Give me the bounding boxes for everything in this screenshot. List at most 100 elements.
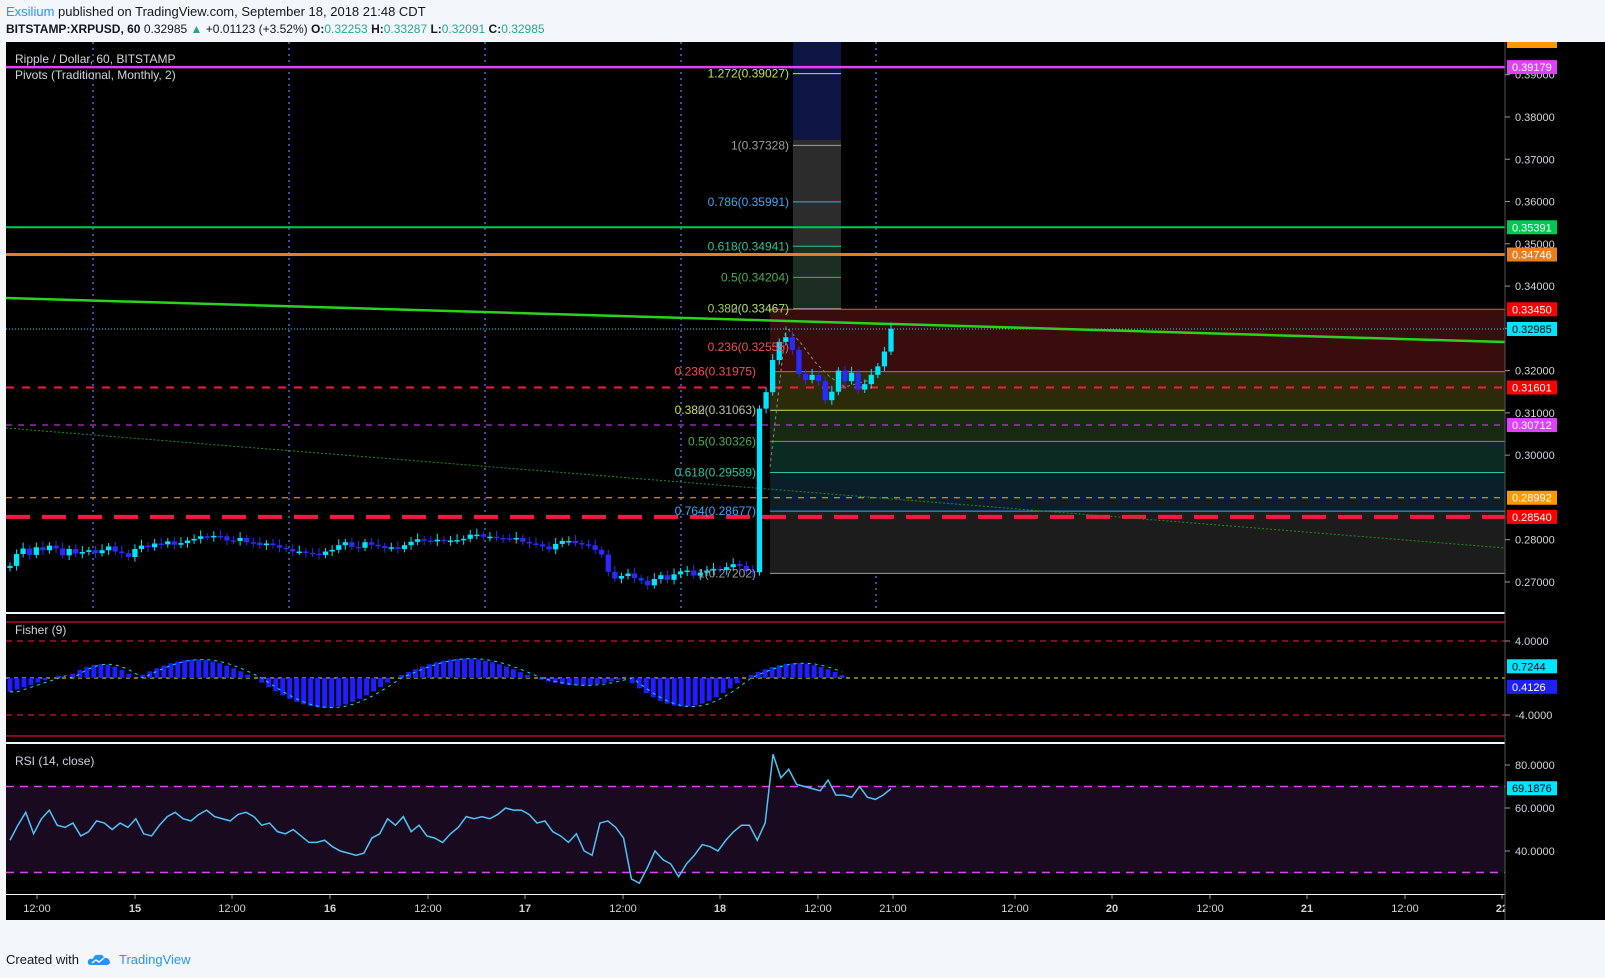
candle	[296, 551, 302, 554]
chart-canvas[interactable]: 1.272(0.39027) 1(0.37328) 0.786(0.35991) 0.…	[0, 42, 1605, 920]
fib-label: 0.382(0.31063)	[675, 403, 756, 417]
trendline	[5, 427, 1506, 549]
time-tick-label: 18	[714, 903, 726, 915]
candle	[99, 550, 105, 554]
price-change: +0.01123 (+3.52%)	[205, 22, 308, 36]
time-tick-label: 12:00	[1196, 903, 1224, 915]
candle	[480, 534, 487, 537]
pivots-indicator-label[interactable]: Pivots (Traditional, Monthly, 2)	[15, 68, 176, 82]
tradingview-cloud-icon[interactable]	[87, 953, 111, 967]
fib-label: 0.786(0.35991)	[708, 195, 789, 209]
fisher-tick-label: -4.0000	[1515, 710, 1552, 722]
candle	[599, 549, 605, 555]
price-badge	[1507, 321, 1557, 336]
price-tick-label: 0.31000	[1515, 408, 1555, 420]
candle	[152, 543, 158, 548]
candle	[513, 537, 519, 540]
candle	[13, 554, 20, 566]
rsi-badge-label: 69.1876	[1512, 783, 1552, 795]
chart-header: Exsilium published on TradingView.com, S…	[0, 0, 1605, 42]
rsi-tick-label: 60.0000	[1515, 803, 1555, 815]
candle	[783, 337, 789, 342]
price-badge-label: 0.35391	[1512, 222, 1552, 234]
fib-label: 0.382(0.33467)	[708, 302, 789, 316]
candle	[336, 545, 342, 550]
fib-label: 0.236(0.31975)	[675, 365, 756, 379]
candle	[20, 548, 26, 555]
candle	[138, 545, 145, 549]
price-badge-label: 0.28540	[1512, 512, 1552, 524]
candle	[664, 575, 671, 580]
price-badge-label: 0.39179	[1512, 62, 1552, 74]
candle	[677, 571, 684, 575]
main-price-pane[interactable]: 1.272(0.39027) 1(0.37328) 0.786(0.35991) 0.…	[5, 42, 1506, 612]
fisher-pane[interactable]: Fisher (9)	[6, 614, 1505, 742]
candle	[842, 370, 848, 382]
candle	[474, 534, 480, 537]
high-value: 0.33287	[383, 22, 428, 36]
price-badge-label: 0.34746	[1512, 250, 1552, 262]
candle	[855, 372, 861, 390]
footer: Created with TradingView	[6, 952, 191, 967]
candle	[835, 370, 842, 392]
tradingview-link[interactable]: TradingView	[118, 952, 191, 967]
candle	[53, 545, 59, 549]
candle	[250, 542, 256, 544]
candle	[382, 546, 388, 549]
time-tick-label: 16	[324, 903, 336, 915]
candle	[230, 540, 237, 543]
candle	[802, 373, 809, 380]
price-axis[interactable]	[1505, 42, 1605, 920]
author-link[interactable]: Exsilium	[6, 4, 55, 19]
candle	[105, 546, 112, 551]
candle	[631, 573, 638, 579]
last-price: 0.32985	[143, 22, 188, 36]
up-arrow-icon: ▲	[190, 22, 203, 36]
price-badge	[1507, 247, 1557, 262]
fib-label: 0.236(0.32555)	[708, 340, 789, 354]
candle	[493, 536, 500, 539]
price-tick-label: 0.30000	[1515, 450, 1555, 462]
candle	[526, 541, 533, 544]
candle	[447, 540, 454, 543]
price-badge	[1507, 302, 1557, 317]
candle	[605, 554, 611, 572]
rsi-pane-title[interactable]: RSI (14, close)	[15, 754, 94, 768]
candle	[191, 538, 197, 541]
candle	[92, 550, 99, 554]
candle	[724, 567, 730, 571]
wave-path	[769, 325, 871, 468]
symbol-info: BITSTAMP:XRPUSD, 60 0.32985 ▲ +0.01123 (…	[6, 22, 545, 36]
time-tick-label: 12:00	[804, 903, 832, 915]
fisher-badge	[1507, 679, 1557, 694]
time-axis[interactable]	[6, 895, 1505, 920]
candle	[46, 545, 53, 551]
rsi-band	[6, 786, 1505, 873]
candle	[454, 540, 460, 542]
rsi-tick-label: 80.0000	[1515, 760, 1555, 772]
candle	[756, 408, 763, 573]
candle	[737, 564, 743, 566]
candle	[776, 341, 782, 361]
price-tick-label: 0.28000	[1515, 535, 1555, 547]
close-value: 0.32985	[501, 22, 545, 36]
candle	[770, 360, 776, 393]
candle	[257, 542, 263, 546]
candle	[79, 551, 85, 554]
candle	[441, 539, 447, 542]
candle	[691, 570, 697, 576]
candle	[316, 553, 322, 556]
rsi-pane[interactable]: RSI (14, close)	[6, 744, 1505, 894]
candle	[73, 548, 79, 554]
candle	[520, 537, 526, 542]
time-tick-label: 12:00	[609, 903, 637, 915]
candle	[467, 534, 473, 539]
price-badge	[1507, 220, 1557, 235]
fib-label: 1(0.37328)	[731, 138, 789, 152]
candle	[112, 546, 118, 552]
candle	[618, 576, 625, 579]
open-label: O:	[310, 22, 325, 36]
price-badge	[1507, 42, 1557, 48]
candle	[270, 543, 276, 546]
fisher-pane-title[interactable]: Fisher (9)	[15, 623, 66, 637]
